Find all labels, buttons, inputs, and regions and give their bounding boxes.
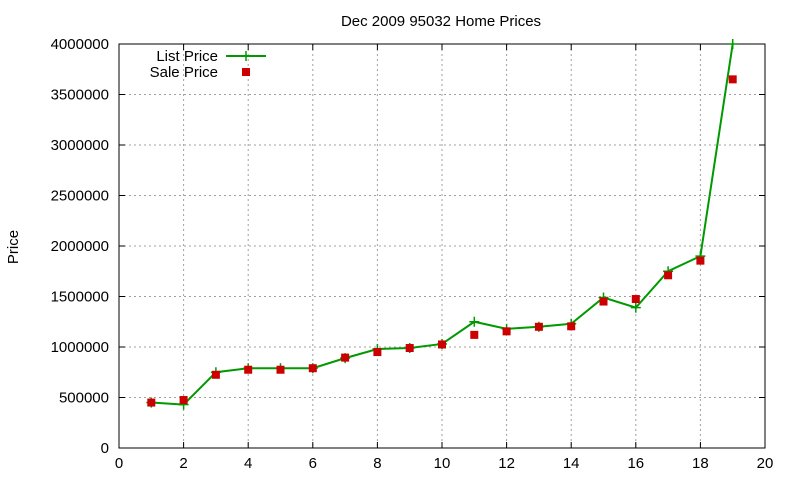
sale-price-point bbox=[373, 348, 382, 357]
x-tick-label: 4 bbox=[244, 455, 252, 472]
series bbox=[146, 39, 738, 410]
sale-price-point bbox=[470, 330, 479, 339]
legend-square bbox=[242, 68, 250, 76]
x-tick-label: 0 bbox=[115, 455, 123, 472]
x-tick-label: 6 bbox=[309, 455, 317, 472]
sale-price-point bbox=[728, 75, 737, 84]
x-tick-label: 10 bbox=[434, 455, 451, 472]
grid-lines bbox=[119, 44, 765, 448]
sale-price-point bbox=[664, 271, 673, 280]
y-tick-label: 0 bbox=[101, 440, 109, 457]
x-tick-label: 20 bbox=[757, 455, 774, 472]
sale-price-point bbox=[599, 297, 608, 306]
legend-label-list-price: List Price bbox=[156, 48, 218, 65]
x-tick-label: 12 bbox=[498, 455, 515, 472]
sale-price-point bbox=[567, 322, 576, 331]
legend: List Price Sale Price bbox=[150, 48, 266, 81]
axes bbox=[118, 43, 766, 449]
list-price-point bbox=[630, 302, 641, 313]
x-tick-labels: 0 2 4 6 8 10 12 14 16 18 20 bbox=[115, 455, 774, 472]
y-tick-label: 1500000 bbox=[51, 289, 109, 306]
sale-price-point bbox=[308, 364, 317, 373]
legend-label-sale-price: Sale Price bbox=[150, 64, 218, 81]
sale-price-point bbox=[405, 344, 414, 353]
sale-price-point bbox=[276, 365, 285, 374]
legend-marker-sale-price bbox=[242, 68, 250, 76]
sale-price-point bbox=[502, 327, 511, 336]
x-tick-label: 14 bbox=[563, 455, 580, 472]
y-tick-label: 1000000 bbox=[51, 339, 109, 356]
y-tick-label: 3000000 bbox=[51, 137, 109, 154]
sale-price-point bbox=[147, 398, 156, 407]
chart-title: Dec 2009 95032 Home Prices bbox=[341, 13, 541, 30]
y-axis-label: Price bbox=[5, 230, 22, 264]
x-tick-label: 18 bbox=[692, 455, 709, 472]
sale-price-point bbox=[696, 256, 705, 265]
y-tick-label: 500000 bbox=[59, 390, 109, 407]
x-tick-label: 8 bbox=[373, 455, 381, 472]
x-tick-label: 16 bbox=[627, 455, 644, 472]
legend-marker-list-price bbox=[226, 51, 266, 61]
sale-price-point bbox=[631, 295, 640, 304]
sale-price-point bbox=[179, 396, 188, 405]
series-sale-price bbox=[147, 75, 737, 407]
x-tick-label: 2 bbox=[179, 455, 187, 472]
sale-price-point bbox=[211, 370, 220, 379]
sale-price-point bbox=[341, 353, 350, 362]
sale-price-point bbox=[438, 340, 446, 349]
y-tick-label: 2500000 bbox=[51, 188, 109, 205]
y-tick-label: 3500000 bbox=[51, 87, 109, 104]
y-tick-label: 2000000 bbox=[51, 238, 109, 255]
sale-price-point bbox=[534, 322, 543, 331]
y-tick-label: 4000000 bbox=[51, 36, 109, 53]
list-price-point bbox=[727, 39, 738, 49]
sale-price-point bbox=[244, 365, 253, 374]
y-tick-labels: 0 500000 1000000 1500000 2000000 2500000 30000… bbox=[51, 36, 109, 457]
list-price-point bbox=[469, 316, 480, 327]
legend-cross bbox=[241, 51, 251, 61]
